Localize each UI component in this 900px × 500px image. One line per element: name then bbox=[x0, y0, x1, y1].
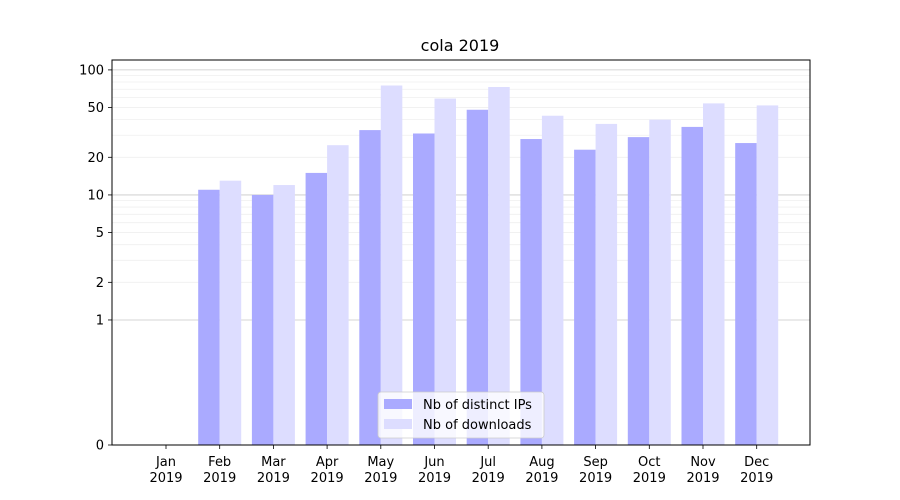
bar-downloads-aug bbox=[541, 115, 564, 445]
legend-swatch-ips bbox=[384, 399, 412, 409]
x-tick-label-month: Mar bbox=[261, 455, 286, 470]
bar-downloads-apr bbox=[327, 145, 349, 445]
chart-title: cola 2019 bbox=[421, 36, 500, 55]
y-tick-label: 1 bbox=[96, 313, 104, 328]
x-tick-label-year: 2019 bbox=[525, 471, 558, 486]
bar-ips-nov bbox=[681, 126, 703, 446]
bar-downloads-dec bbox=[756, 105, 779, 446]
bars-layer bbox=[198, 85, 779, 446]
x-tick-label-year: 2019 bbox=[311, 471, 344, 486]
x-tick-label-month: Feb bbox=[208, 455, 231, 470]
x-tick-label-month: May bbox=[367, 455, 394, 470]
y-tick-label: 10 bbox=[87, 188, 104, 203]
bar-downloads-may bbox=[380, 85, 403, 445]
y-tick-label: 2 bbox=[96, 276, 104, 291]
x-tick-label-month: Apr bbox=[316, 455, 339, 470]
bar-downloads-mar bbox=[273, 185, 295, 445]
x-tick-label-year: 2019 bbox=[633, 471, 666, 486]
x-tick-label-month: Jul bbox=[479, 455, 496, 470]
bar-ips-apr bbox=[305, 172, 328, 445]
bar-ips-jul bbox=[466, 109, 489, 445]
y-tick-label: 50 bbox=[87, 101, 104, 116]
legend-label-downloads: Nb of downloads bbox=[423, 418, 532, 433]
bar-downloads-jun bbox=[434, 98, 456, 446]
bar-downloads-jul bbox=[488, 86, 510, 445]
axes-frame bbox=[111, 59, 811, 446]
bar-ips-jun bbox=[413, 133, 435, 445]
bar-ips-feb bbox=[198, 189, 220, 445]
y-tick-label: 100 bbox=[79, 63, 104, 78]
x-tick-label-month: Jan bbox=[155, 455, 176, 470]
x-tick-label-year: 2019 bbox=[203, 471, 236, 486]
x-tick-label-year: 2019 bbox=[579, 471, 612, 486]
bar-downloads-sep bbox=[595, 123, 618, 445]
x-tick-label-year: 2019 bbox=[364, 471, 397, 486]
legend: Nb of distinct IPs Nb of downloads bbox=[377, 391, 545, 439]
x-tick-label-year: 2019 bbox=[149, 471, 182, 486]
y-tick-label: 0 bbox=[96, 439, 104, 454]
x-tick-label-year: 2019 bbox=[418, 471, 451, 486]
x-tick-label-year: 2019 bbox=[740, 471, 773, 486]
bar-ips-may bbox=[359, 130, 381, 445]
bar-ips-sep bbox=[574, 149, 596, 446]
bar-downloads-nov bbox=[703, 103, 725, 446]
bar-downloads-feb bbox=[219, 180, 242, 445]
bar-ips-mar bbox=[251, 194, 274, 445]
x-tick-label-month: Nov bbox=[690, 455, 716, 470]
x-tick-label-year: 2019 bbox=[472, 471, 505, 486]
bar-ips-oct bbox=[627, 137, 650, 445]
y-tick-label: 20 bbox=[87, 151, 104, 166]
x-tick-label-year: 2019 bbox=[257, 471, 290, 486]
bar-downloads-oct bbox=[649, 119, 671, 446]
x-tick-label-month: Dec bbox=[744, 455, 769, 470]
bar-ips-aug bbox=[520, 139, 542, 445]
x-tick-label-month: Jun bbox=[423, 455, 444, 470]
legend-swatch-downloads bbox=[384, 419, 412, 429]
axes-layer: Jan2019Feb2019Mar2019Apr2019May2019Jun20… bbox=[79, 59, 811, 486]
y-tick-label: 5 bbox=[96, 226, 104, 241]
x-tick-label-month: Aug bbox=[529, 455, 554, 470]
x-tick-label-month: Oct bbox=[638, 455, 660, 470]
bar-ips-dec bbox=[735, 143, 757, 445]
x-tick-label-year: 2019 bbox=[686, 471, 719, 486]
legend-label-ips: Nb of distinct IPs bbox=[423, 398, 532, 413]
x-tick-label-month: Sep bbox=[583, 455, 608, 470]
legend-box bbox=[377, 391, 545, 439]
